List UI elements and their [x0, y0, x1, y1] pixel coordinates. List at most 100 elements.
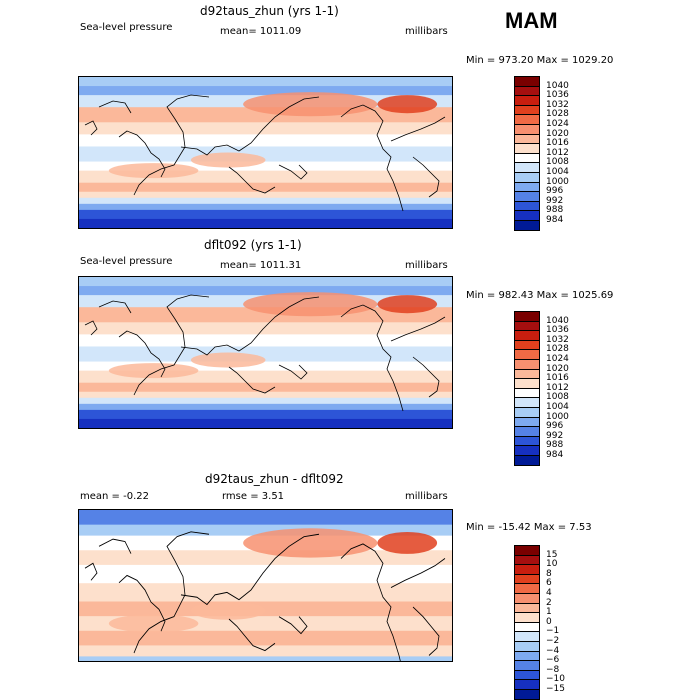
- coastline: [340, 104, 404, 212]
- coastline: [118, 130, 166, 178]
- contour-band: [79, 382, 452, 393]
- contour-band: [79, 418, 452, 428]
- colorbar-label: 1012: [546, 147, 569, 158]
- pressure-cell: [190, 352, 266, 368]
- coastline: [133, 94, 210, 196]
- coastline: [133, 531, 210, 654]
- contour-band: [79, 524, 452, 537]
- colorbar-label: 1016: [546, 138, 569, 149]
- contour-band: [79, 510, 452, 526]
- panel-2-units: millibars: [405, 260, 448, 271]
- coastline: [228, 166, 276, 194]
- coastline: [412, 356, 440, 398]
- contour-band: [79, 391, 452, 399]
- colorbar-label: 1028: [546, 109, 569, 120]
- panel-2-mean: mean= 1011.31: [220, 260, 302, 271]
- colorbar-swatch: [514, 455, 540, 466]
- coastline: [84, 320, 98, 336]
- panel-1-range: Min = 973.20 Max = 1029.20: [466, 55, 614, 66]
- contour-band: [79, 361, 452, 372]
- coastline: [278, 364, 308, 380]
- contour-band: [79, 86, 452, 97]
- contour-band: [79, 277, 452, 288]
- panel-3-rmse: rmse = 3.51: [222, 491, 285, 502]
- colorbar-label: 996: [546, 421, 564, 432]
- colorbar-label: 1008: [546, 392, 569, 403]
- contour-band: [79, 656, 452, 661]
- colorbar-label: 1040: [546, 80, 569, 91]
- colorbar-label: 6: [546, 578, 552, 589]
- coastline: [228, 618, 276, 652]
- contour-band: [79, 409, 452, 420]
- panel-1-title: d92taus_zhun (yrs 1-1): [200, 4, 339, 18]
- coastline: [228, 366, 276, 394]
- colorbar-label: 996: [546, 186, 564, 197]
- colorbar-label: 1020: [546, 363, 569, 374]
- colorbar-label: 8: [546, 568, 552, 579]
- colorbar-label: 1024: [546, 119, 569, 129]
- contour-band: [79, 346, 452, 363]
- contour-band: [79, 403, 452, 411]
- panel-3-title: d92taus_zhun - dflt092: [205, 472, 344, 486]
- contour-band: [79, 583, 452, 603]
- colorbar-label: 1028: [546, 344, 569, 355]
- panel-1-map: [78, 76, 453, 229]
- colorbar-label: −15: [546, 684, 565, 694]
- coastline: [278, 616, 308, 635]
- contour-band: [79, 122, 452, 136]
- colorbar-label: 1036: [546, 90, 569, 101]
- colorbar-label: 1000: [546, 176, 569, 187]
- contour-band: [79, 630, 452, 647]
- pressure-cell: [377, 531, 438, 554]
- coastline: [390, 116, 446, 142]
- coastline: [84, 120, 98, 136]
- coastline: [180, 296, 320, 356]
- contour-band: [79, 550, 452, 566]
- pressure-cell: [190, 601, 266, 620]
- colorbar-label: −4: [546, 645, 560, 656]
- pressure-cell: [243, 292, 378, 317]
- coastline: [180, 533, 320, 606]
- panel-1-colorbar: 1040 1036 1032 1028 1024 1020 1016 1012 1008 1004…: [514, 76, 569, 231]
- colorbar-label: −1: [546, 626, 560, 637]
- panel-2-variable: Sea-level pressure: [80, 256, 173, 267]
- colorbar-label: −2: [546, 636, 560, 646]
- contour-band: [79, 397, 452, 405]
- colorbar-label: 1032: [546, 334, 569, 345]
- panel-1-variable: Sea-level pressure: [80, 22, 173, 33]
- colorbar-label: 1004: [546, 402, 569, 412]
- colorbar-label: −8: [546, 664, 560, 675]
- colorbar-label: 15: [546, 549, 558, 560]
- contour-band: [79, 564, 452, 585]
- coastline: [133, 294, 210, 396]
- colorbar-label: 992: [546, 430, 564, 441]
- contour-band: [79, 191, 452, 199]
- contour-band: [79, 334, 452, 348]
- contour-band: [79, 203, 452, 211]
- pressure-cell: [243, 92, 378, 117]
- colorbar-swatch: [514, 689, 540, 700]
- contour-band: [79, 601, 452, 618]
- pressure-cell: [108, 363, 199, 379]
- colorbar-label: 1008: [546, 157, 569, 168]
- coastline: [340, 543, 401, 661]
- coastline: [278, 164, 308, 180]
- colorbar-label: 1020: [546, 128, 569, 139]
- panel-2-colorbar: 1040 1036 1032 1028 1024 1020 1016 1012 1008 1004…: [514, 311, 569, 466]
- coastline: [84, 562, 98, 581]
- colorbar-label: 1: [546, 607, 552, 618]
- colorbar-label: 1036: [546, 325, 569, 336]
- colorbar-label: 1000: [546, 411, 569, 422]
- panel-2-title: dflt092 (yrs 1-1): [204, 238, 302, 252]
- colorbar-swatch: [514, 220, 540, 231]
- colorbar-label: 1012: [546, 382, 569, 393]
- coastline: [98, 538, 132, 554]
- colorbar-label: 984: [546, 450, 564, 460]
- colorbar-label: 992: [546, 195, 564, 206]
- coastline: [412, 156, 440, 198]
- contour-band: [79, 197, 452, 205]
- panel-3-mean: mean = -0.22: [80, 491, 149, 502]
- contour-band: [79, 322, 452, 336]
- coastline: [412, 606, 440, 656]
- pressure-cell: [377, 95, 438, 114]
